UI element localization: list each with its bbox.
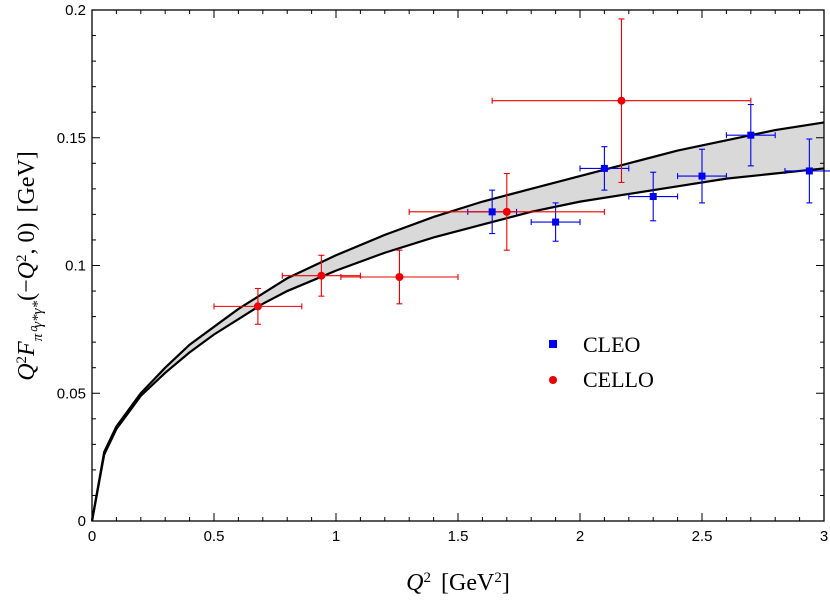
legend-cleo-label: CLEO (583, 332, 640, 357)
x-axis-label: Q2 [GeV2] (406, 570, 510, 596)
cello-point (502, 207, 511, 216)
y-tick-label: 0.15 (57, 130, 86, 147)
y-tick-label: 0.2 (65, 2, 86, 19)
legend-cello-marker (549, 376, 557, 384)
y-tick-label: 0.05 (57, 385, 86, 402)
x-tick-label: 0 (88, 528, 96, 545)
x-tick-label: 0.5 (204, 528, 225, 545)
cello-point (317, 271, 326, 280)
y-tick-label: 0 (78, 513, 86, 530)
cello-point (617, 96, 626, 105)
y-tick-label: 0.1 (65, 258, 86, 275)
band-upper-curve (90, 121, 825, 522)
cleo-point (649, 193, 657, 201)
plot-frame (91, 9, 825, 522)
legend-cleo-marker (549, 340, 557, 348)
x-tick-label: 3 (820, 528, 828, 545)
cleo-point (488, 208, 496, 216)
x-tick-label: 1.5 (448, 528, 469, 545)
cleo-point (552, 218, 560, 226)
y-axis-label: Q2Fπ⁰γ*γ*(−Q2, 0)[GeV] (14, 151, 46, 381)
cleo-point (805, 167, 813, 175)
x-tick-label: 2 (576, 528, 584, 545)
confidence-band (90, 121, 825, 522)
legend-cello-label: CELLO (583, 367, 654, 392)
cleo-point (698, 172, 706, 180)
cleo-point (747, 131, 755, 139)
data-markers (253, 96, 813, 311)
legend: CLEO CELLO (549, 332, 654, 392)
y-axis-ticks: 0 0.05 0.1 0.15 0.2 (57, 2, 824, 530)
x-tick-label: 2.5 (692, 528, 713, 545)
x-axis-ticks: 0 0.5 1 1.5 2 2.5 3 (88, 10, 828, 545)
cello-point (253, 302, 262, 311)
cleo-point (600, 164, 608, 172)
x-tick-label: 1 (332, 528, 340, 545)
band-area (92, 122, 824, 522)
cello-point (395, 272, 404, 281)
band-lower-curve (90, 167, 825, 522)
